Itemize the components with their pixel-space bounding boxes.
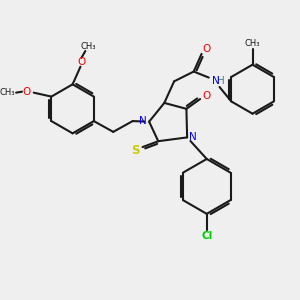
Text: CH₃: CH₃ [245, 39, 260, 48]
Text: H: H [217, 76, 225, 86]
Text: CH₃: CH₃ [0, 88, 15, 97]
Text: O: O [203, 91, 211, 101]
Text: O: O [77, 57, 86, 67]
Text: N: N [212, 76, 220, 86]
Text: CH₃: CH₃ [80, 42, 96, 51]
Text: O: O [23, 87, 31, 97]
Text: S: S [131, 143, 140, 157]
Text: N: N [189, 132, 197, 142]
Text: N: N [140, 116, 147, 126]
Text: O: O [202, 44, 211, 54]
Text: Cl: Cl [201, 231, 212, 242]
